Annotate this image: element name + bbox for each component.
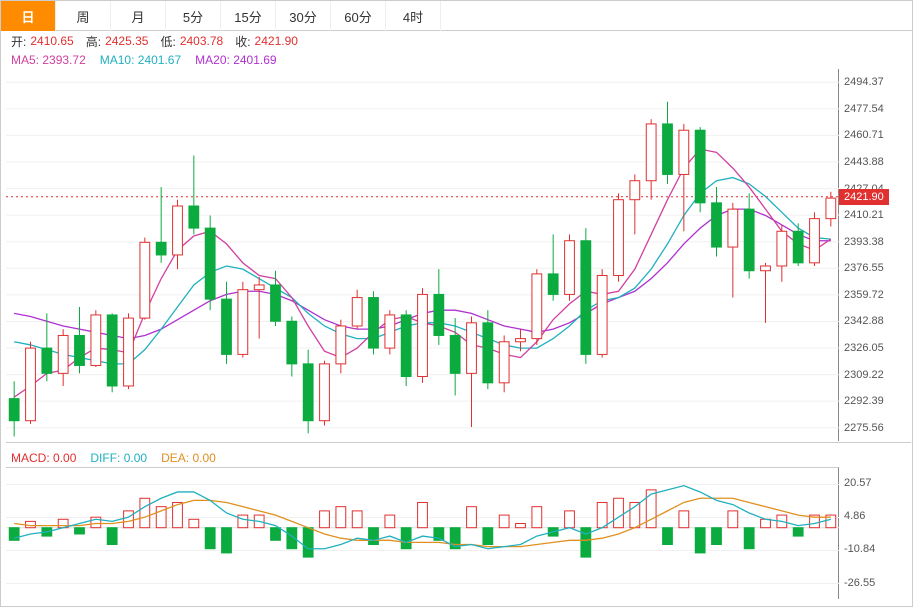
timeframe-tabs: 日周月5分15分30分60分4时 — [1, 1, 912, 31]
y-tick: 2326.05 — [844, 342, 884, 354]
y-tick: 2376.55 — [844, 262, 884, 274]
y-tick: 20.57 — [844, 477, 872, 489]
y-tick: 2342.88 — [844, 315, 884, 327]
y-tick: 2477.54 — [844, 103, 884, 115]
y-tick: 2359.72 — [844, 289, 884, 301]
macd-label-bar: MACD: 0.00 DIFF: 0.00 DEA: 0.00 — [6, 449, 216, 467]
y-tick: 2393.38 — [844, 236, 884, 248]
ma10-label: MA10: 2401.67 — [100, 53, 181, 67]
y-tick: -26.55 — [844, 577, 875, 589]
high-label: 高: — [86, 33, 101, 50]
low-label: 低: — [160, 33, 175, 50]
diff-label: DIFF: 0.00 — [90, 451, 147, 465]
chart-container: 日周月5分15分30分60分4时 开: 2410.65 高: 2425.35 低… — [0, 0, 913, 607]
tab-月[interactable]: 月 — [111, 1, 166, 31]
tab-周[interactable]: 周 — [56, 1, 111, 31]
y-tick: 2460.71 — [844, 129, 884, 141]
ohlc-bar: 开: 2410.65 高: 2425.35 低: 2403.78 收: 2421… — [1, 31, 912, 51]
ma5-label: MA5: 2393.72 — [11, 53, 86, 67]
tab-30分[interactable]: 30分 — [276, 1, 331, 31]
open-label: 开: — [11, 33, 26, 50]
y-tick: -10.84 — [844, 543, 875, 555]
tab-4时[interactable]: 4时 — [386, 1, 441, 31]
macd-y-axis: 20.57 4.86 -10.84 -26.55 — [841, 467, 911, 599]
close-value: 2421.90 — [255, 34, 298, 48]
low-value: 2403.78 — [180, 34, 223, 48]
y-tick: 2275.56 — [844, 422, 884, 434]
ma-bar: MA5: 2393.72 MA10: 2401.67 MA20: 2401.69 — [1, 51, 912, 69]
y-tick: 2309.22 — [844, 369, 884, 381]
y-tick: 2443.88 — [844, 156, 884, 168]
close-label: 收: — [235, 33, 250, 50]
open-value: 2410.65 — [30, 34, 73, 48]
candlestick-chart[interactable] — [6, 69, 839, 441]
tab-日[interactable]: 日 — [1, 1, 56, 31]
high-value: 2425.35 — [105, 34, 148, 48]
macd-chart-svg — [6, 468, 839, 600]
tab-60分[interactable]: 60分 — [331, 1, 386, 31]
current-price-badge: 2421.90 — [839, 189, 889, 205]
dea-label: DEA: 0.00 — [161, 451, 216, 465]
tab-15分[interactable]: 15分 — [221, 1, 276, 31]
y-tick: 2494.37 — [844, 76, 884, 88]
y-tick: 2410.21 — [844, 209, 884, 221]
ma20-label: MA20: 2401.69 — [195, 53, 276, 67]
y-tick: 2292.39 — [844, 395, 884, 407]
separator — [6, 442, 911, 443]
y-tick: 4.86 — [844, 510, 865, 522]
price-y-axis: 2494.372477.542460.712443.882427.042410.… — [841, 69, 911, 441]
tab-5分[interactable]: 5分 — [166, 1, 221, 31]
macd-chart[interactable] — [6, 467, 839, 599]
macd-label: MACD: 0.00 — [11, 451, 76, 465]
main-chart-svg — [6, 69, 839, 441]
